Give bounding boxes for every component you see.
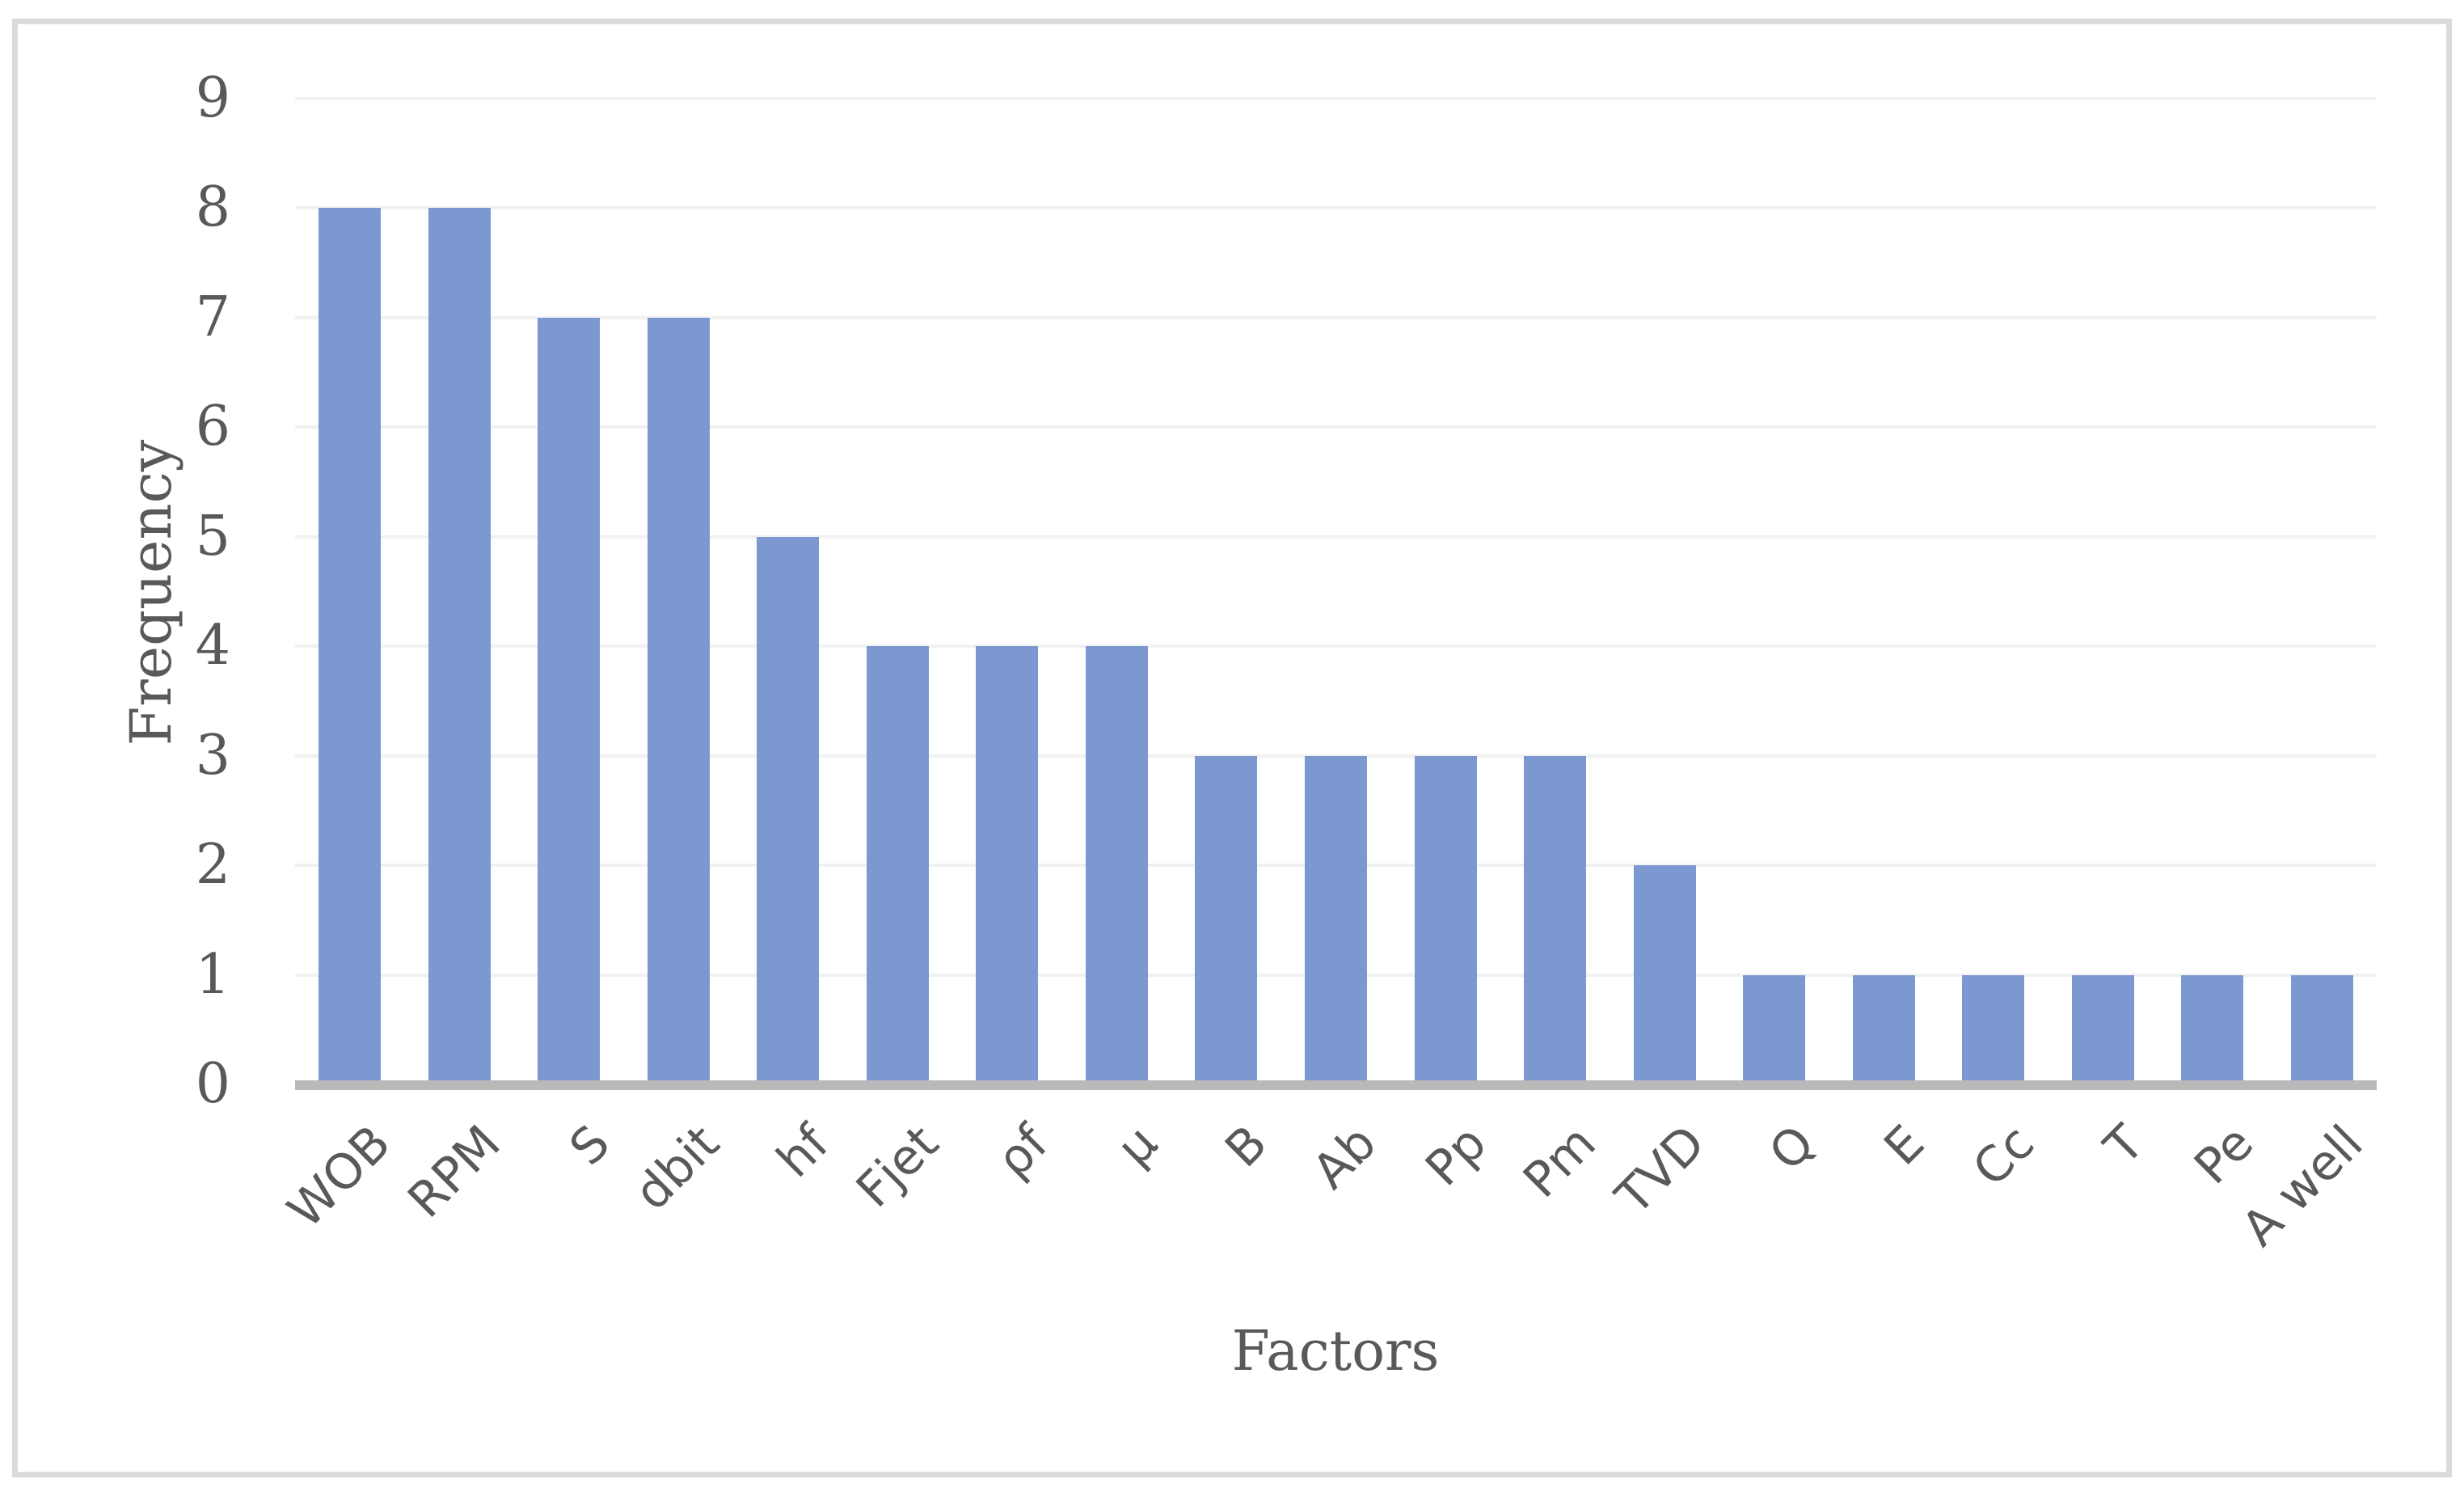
- x-tick-label-μ: μ: [1106, 1114, 1169, 1177]
- x-tick-label-T: T: [2093, 1114, 2155, 1176]
- bar-Pe: [2181, 974, 2244, 1084]
- x-tick-label-ρf: ρf: [985, 1114, 1059, 1189]
- bar-μ: [1085, 646, 1148, 1084]
- bar-dbit: [647, 317, 710, 1084]
- bar-Cc: [1962, 974, 2025, 1084]
- y-tick-label-6: 6: [195, 395, 230, 459]
- bar-RPM: [428, 208, 491, 1084]
- bar-E: [1852, 974, 1915, 1084]
- x-tick-label-TVD: TVD: [1605, 1114, 1717, 1226]
- x-tick-label-dbit: dbit: [623, 1114, 731, 1222]
- y-tick-label-0: 0: [195, 1052, 230, 1116]
- x-tick-label-WOB: WOB: [276, 1114, 402, 1240]
- gridline-y5: [295, 535, 2377, 539]
- bar-TVD: [1633, 865, 1696, 1084]
- bar-Pp: [1414, 755, 1477, 1084]
- x-axis-title: Factors: [1231, 1320, 1440, 1384]
- y-tick-label-8: 8: [195, 175, 230, 239]
- x-tick-label-RPM: RPM: [397, 1114, 512, 1229]
- bar-hf: [757, 536, 820, 1084]
- x-tick-label-S: S: [559, 1114, 621, 1177]
- y-tick-label-9: 9: [195, 66, 230, 130]
- x-tick-label-B: B: [1214, 1114, 1278, 1179]
- x-tick-label-Fjet: Fjet: [845, 1114, 950, 1219]
- y-tick-label-2: 2: [195, 833, 230, 897]
- y-tick-label-4: 4: [195, 614, 230, 678]
- chart-frame: [12, 19, 2452, 1477]
- gridline-y6: [295, 425, 2377, 429]
- gridline-y8: [295, 206, 2377, 209]
- bar-Pm: [1524, 755, 1587, 1084]
- x-tick-label-E: E: [1873, 1114, 1936, 1177]
- x-tick-label-hf: hf: [766, 1114, 840, 1189]
- bar-ρf: [976, 646, 1039, 1084]
- x-axis-line: [295, 1080, 2377, 1090]
- x-tick-label-Pe: Pe: [2183, 1114, 2264, 1196]
- bar-WOB: [319, 208, 382, 1084]
- bar-T: [2071, 974, 2134, 1084]
- x-tick-label-Ab: Ab: [1302, 1114, 1388, 1200]
- gridline-y7: [295, 315, 2377, 319]
- y-tick-label-7: 7: [195, 285, 230, 349]
- x-tick-label-A-well: A well: [2230, 1114, 2374, 1257]
- x-tick-label-Pm: Pm: [1513, 1114, 1607, 1209]
- y-tick-label-1: 1: [195, 942, 230, 1007]
- gridline-y9: [295, 96, 2377, 100]
- x-tick-label-Cc: Cc: [1962, 1114, 2045, 1198]
- gridline-y4: [295, 644, 2377, 648]
- bar-Ab: [1305, 755, 1367, 1084]
- bar-B: [1195, 755, 1258, 1084]
- y-axis-title: Frequency: [118, 439, 184, 746]
- bar-S: [538, 317, 601, 1084]
- y-tick-label-5: 5: [195, 504, 230, 568]
- bar-Q: [1743, 974, 1806, 1084]
- y-tick-label-3: 3: [195, 723, 230, 788]
- bar-A-well: [2290, 974, 2353, 1084]
- x-tick-label-Pp: Pp: [1414, 1114, 1497, 1198]
- x-tick-label-Q: Q: [1758, 1114, 1826, 1182]
- bar-Fjet: [866, 646, 929, 1084]
